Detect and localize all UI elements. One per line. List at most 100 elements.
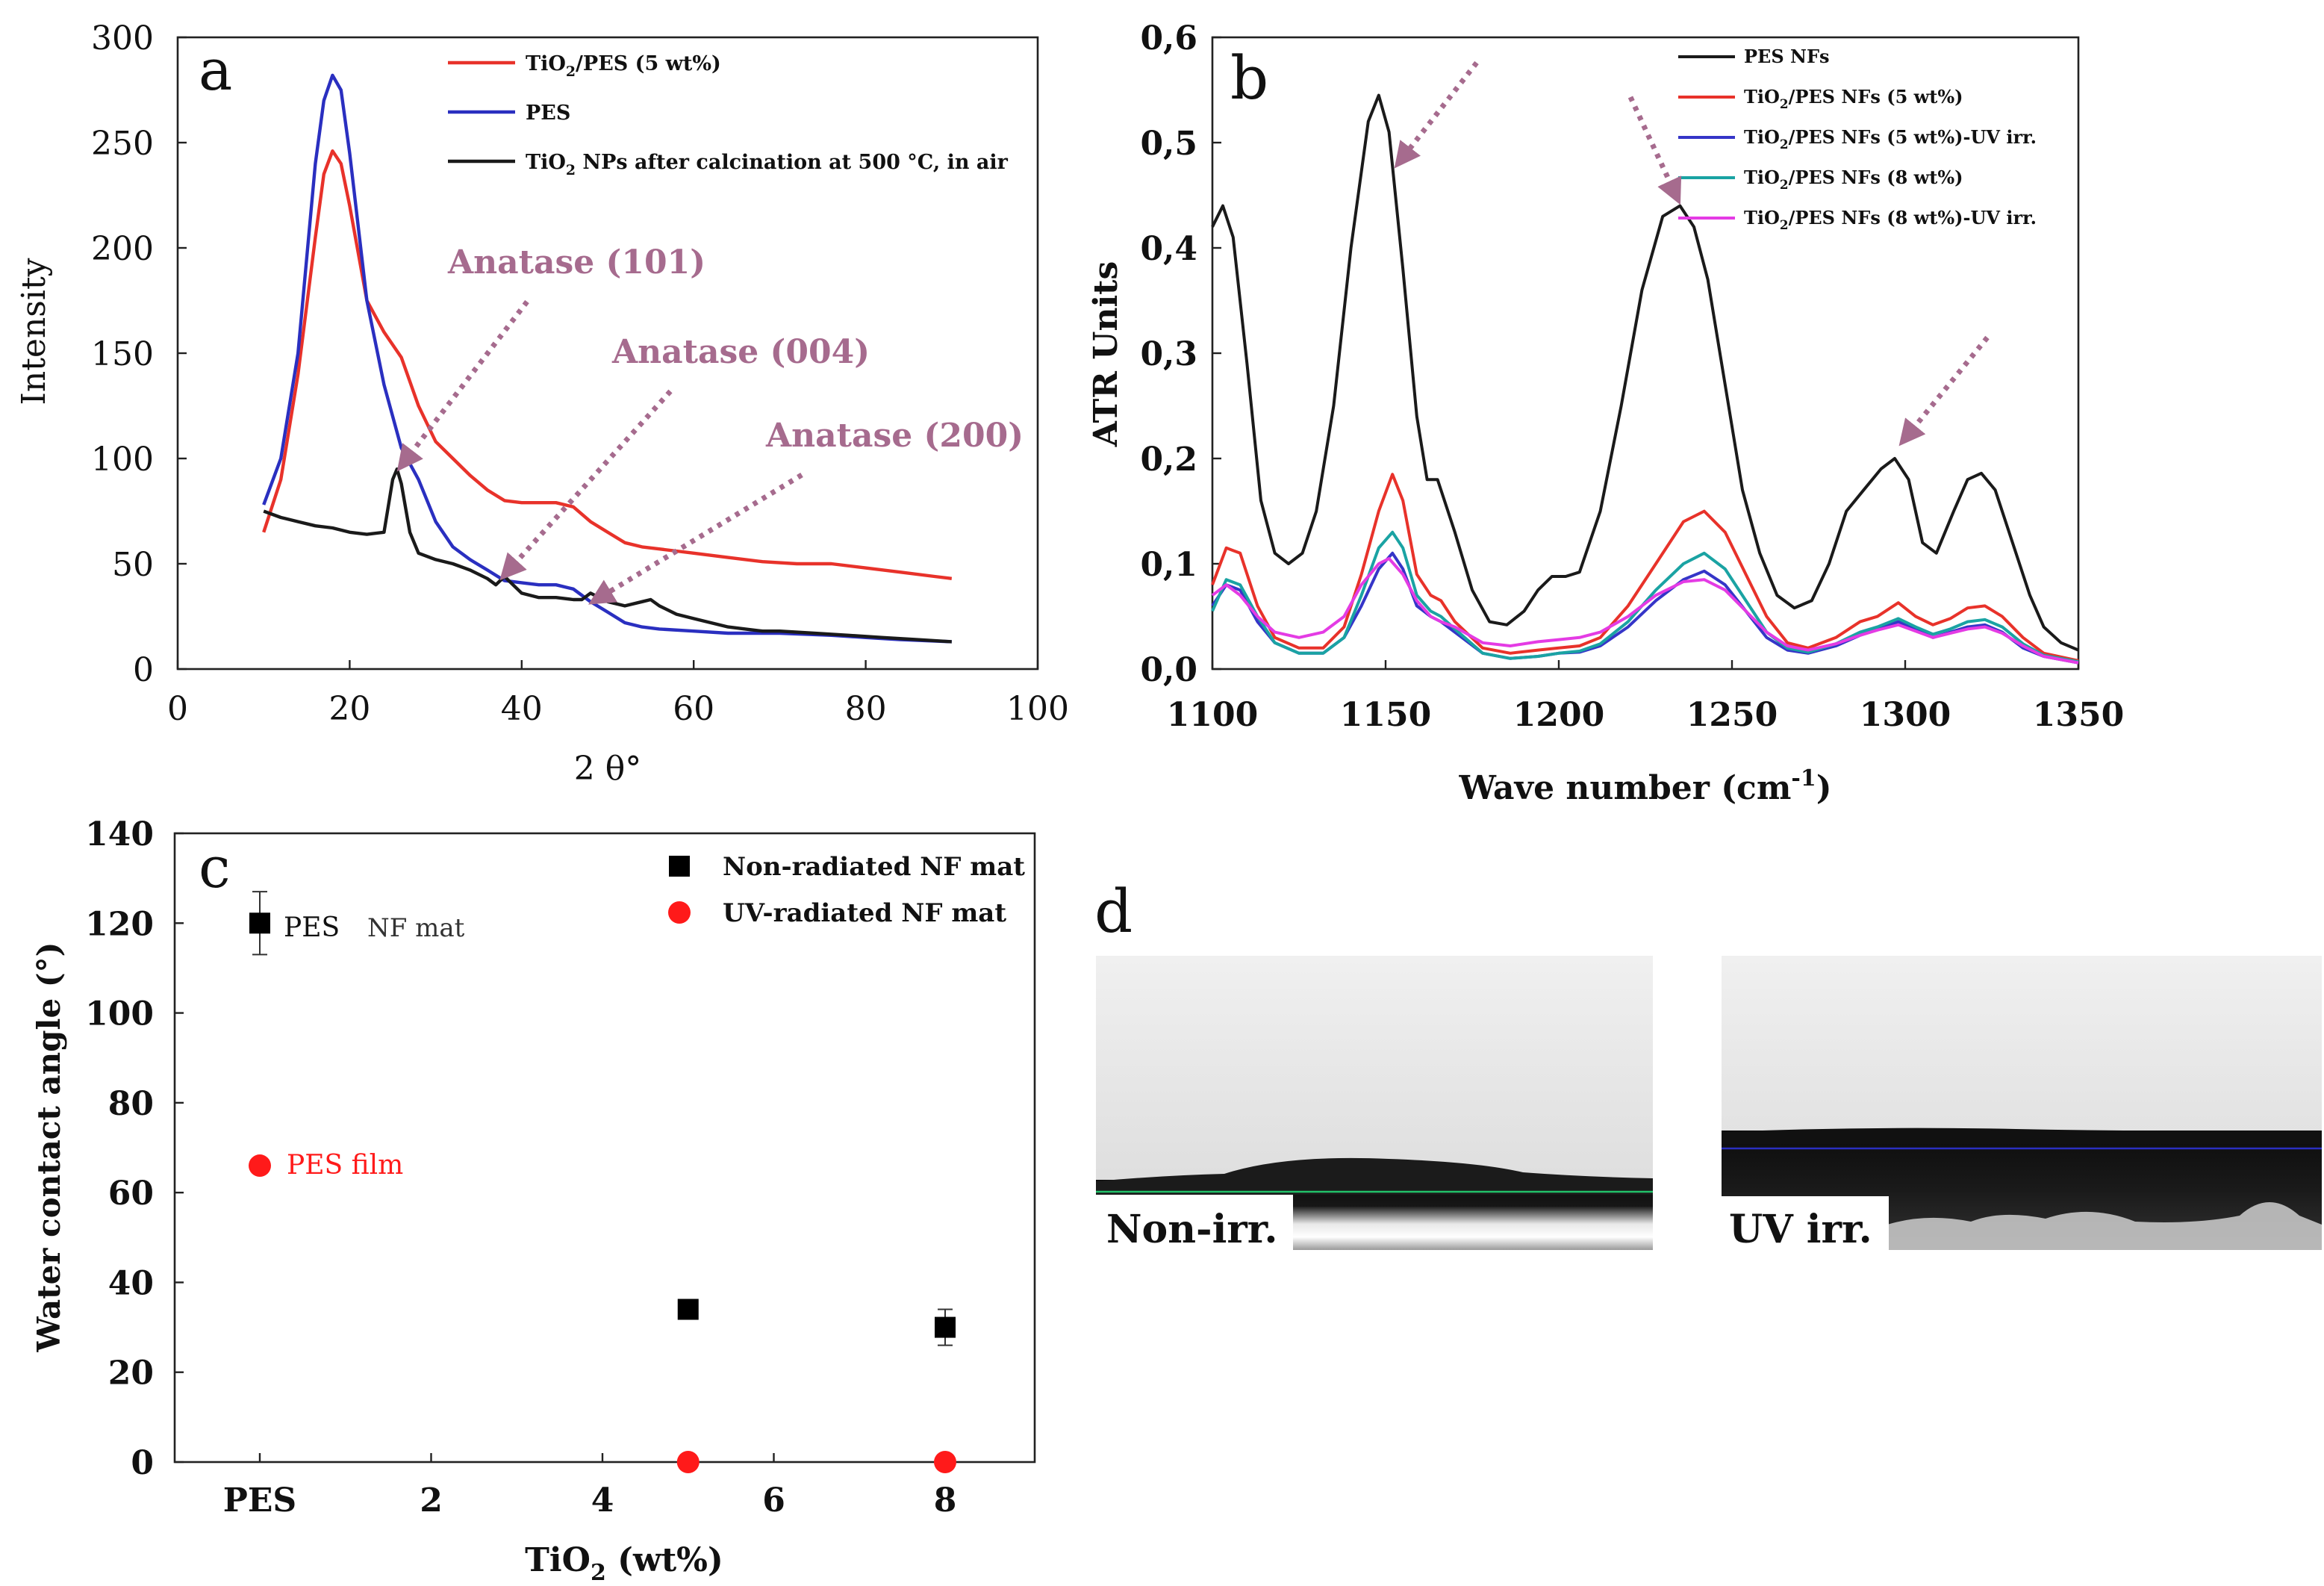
panel-b-ticks: 1100 1150 1200 1250 1300 1350 0,0 0,1 0,2 0,3 0,4 0…: [1140, 19, 2124, 734]
droplet-image-non-irradiated-label: Non-irr.: [1106, 1207, 1277, 1252]
panel-d-droplet-images: d Non-irr. UV irr.: [1094, 877, 2322, 1252]
panel-b-x-tick-label: 1350: [2033, 696, 2124, 734]
panel-b-series-line-2: [1211, 551, 2079, 665]
panel-a-legend-label-0-rest: /PES (5 wt%): [576, 52, 721, 75]
panel-c-legend: Non-radiated NF mat UV-radiated NF mat: [668, 852, 1025, 928]
panel-b-y-axis-label: ATR Units: [1087, 261, 1125, 448]
panel-c-y-tick-label: 40: [108, 1264, 154, 1302]
panel-b-x-tick-label: 1300: [1860, 696, 1951, 734]
panel-b-series-line-4: [1211, 557, 2079, 665]
panel-c-label-nf-mat: NF mat: [367, 913, 465, 943]
panel-a-x-tick-label: 20: [328, 690, 370, 728]
panel-a-x-tick-label: 0: [167, 690, 188, 728]
panel-c-x-tick-label: 6: [762, 1481, 785, 1520]
panel-a-legend-label-1: PES: [526, 102, 570, 125]
panel-c-y-tick-label: 140: [85, 815, 154, 853]
panel-a-annotation-arrow-0: [396, 299, 529, 472]
panel-c-label-pes: PES: [284, 912, 340, 943]
panel-a-y-tick-label: 200: [91, 230, 154, 268]
panel-c-y-tick-label: 20: [108, 1355, 154, 1393]
panel-a-y-tick-label: 50: [112, 546, 154, 584]
panel-b-x-axis-label-main: Wave number (cm: [1458, 769, 1791, 807]
panel-c-point-circle: [676, 1451, 700, 1473]
panel-b-x-tick-label: 1200: [1513, 696, 1604, 734]
panel-d-letter: d: [1094, 877, 1133, 946]
panel-a-letter: a: [199, 37, 232, 103]
panel-a-x-tick-label: 60: [673, 690, 714, 728]
panel-c-label-pes-film: PES film: [287, 1150, 403, 1181]
panel-b-legend-label-1-part: TiO: [1744, 86, 1780, 108]
panel-a-legend: TiO2/PES (5 wt%) PES TiO2 NPs after calcin…: [448, 52, 1009, 178]
panel-a-y-tick-label: 300: [91, 19, 154, 57]
panel-c-legend-label-0: Non-radiated NF mat: [723, 852, 1025, 882]
panel-b-legend-label-4-sub: 2: [1780, 217, 1789, 232]
panel-b-x-axis-label-sup: -1: [1791, 765, 1816, 792]
panel-b-y-tick-label: 0,1: [1140, 546, 1197, 584]
panel-a-annotation-label-1: Anatase (004): [611, 333, 870, 371]
panel-b-legend-label-1-sub: 2: [1780, 96, 1789, 111]
panel-a-x-tick-label: 80: [845, 690, 887, 728]
panel-c-x-tick-label: PES: [223, 1481, 296, 1520]
panel-c-series: [249, 891, 956, 1473]
panel-b-y-tick-label: 0,2: [1140, 441, 1197, 479]
panel-b-x-axis-label: Wave number (cm-1): [1458, 765, 1831, 807]
panel-c-y-tick-label: 100: [85, 995, 154, 1033]
panel-a-series: [262, 73, 953, 644]
panel-b-arrows: [1394, 60, 1990, 447]
panel-b-peak-arrow-2: [1898, 335, 1990, 447]
panel-b-atr-chart: 1100 1150 1200 1250 1300 1350 0,0 0,1 0,2 0,3 0,4 0…: [1087, 19, 2124, 807]
panel-c-point-labels: PES NF mat PES film: [284, 912, 465, 1181]
panel-b-letter: b: [1230, 43, 1268, 113]
panel-a-y-tick-label: 0: [133, 651, 154, 689]
panel-b-x-tick-label: 1100: [1167, 696, 1258, 734]
panel-c-y-tick-label: 120: [85, 905, 154, 943]
panel-c-x-axis-label: TiO2 (wt%): [525, 1541, 723, 1586]
panel-b-legend-label-4-part: TiO: [1744, 207, 1780, 228]
panel-b-legend-label-2-sub: 2: [1780, 137, 1789, 152]
panel-a-ticks: 0 20 40 60 80 100 0 50 100 150 200 250 300: [91, 19, 1069, 728]
panel-c-point-square: [935, 1316, 956, 1338]
panel-b-series-line-1: [1211, 473, 2079, 662]
panel-b-legend-label-4-rest: /PES NFs (8 wt%)-UV irr.: [1789, 207, 2037, 228]
panel-b-legend-label-2-rest: /PES NFs (5 wt%)-UV irr.: [1789, 126, 2037, 148]
panel-a-y-tick-label: 250: [91, 125, 154, 163]
panel-a-annotation-arrow-2: [588, 473, 803, 605]
panel-c-x-tick-label: 4: [591, 1481, 614, 1520]
panel-b-y-tick-label: 0,4: [1140, 230, 1197, 268]
panel-c-x-tick-label: 8: [934, 1481, 957, 1520]
droplet-image-uv-irradiated-label: UV irr.: [1729, 1207, 1872, 1252]
panel-a-annotations: Anatase (101) Anatase (004) Anatase (200): [396, 243, 1024, 605]
panel-b-series: [1211, 93, 2079, 665]
panel-c-y-axis-label: Water contact angle (°): [31, 942, 67, 1352]
panel-c-y-tick-label: 80: [108, 1085, 154, 1123]
panel-a-legend-label-0-sub: 2: [566, 63, 576, 80]
panel-a-series-line-2: [263, 467, 952, 644]
panel-a-legend-label-0-part: TiO: [526, 52, 566, 75]
panel-a-legend-label-2: TiO2 NPs after calcination at 500 °C, in…: [526, 151, 1009, 178]
panel-b-y-tick-label: 0,6: [1140, 19, 1197, 57]
panel-c-x-axis-label-end: (wt%): [606, 1541, 723, 1579]
panel-b-legend-label-3-rest: /PES NFs (8 wt%): [1789, 167, 1963, 188]
panel-a-legend-label-2-rest: NPs after calcination at 500 °C, in air: [576, 151, 1009, 174]
panel-b-y-tick-label: 0,3: [1140, 335, 1197, 373]
panel-a-y-axis-label: Intensity: [15, 258, 53, 405]
panel-a-x-tick-label: 100: [1006, 690, 1069, 728]
panel-c-y-tick-label: 0: [131, 1444, 154, 1482]
panel-a-xrd-chart: 0 20 40 60 80 100 0 50 100 150 200 250 300 a Intensi…: [15, 19, 1069, 788]
panel-b-peak-arrow-1: [1627, 96, 1682, 205]
panel-a-y-tick-label: 100: [91, 441, 154, 479]
panel-c-y-tick-label: 60: [108, 1175, 154, 1213]
panel-c-point-square: [249, 912, 270, 934]
panel-c-plot-frame: [173, 832, 1036, 1464]
panel-a-series-line-1: [262, 73, 952, 644]
panel-b-x-axis-label-end: ): [1816, 769, 1832, 807]
panel-a-annotation-label-0: Anatase (101): [447, 243, 705, 282]
panel-b-peak-arrow-0: [1394, 60, 1479, 169]
panel-b-y-tick-label: 0,0: [1140, 651, 1197, 689]
panel-c-point-circle: [249, 1154, 271, 1178]
droplet-image-uv-irradiated: UV irr.: [1722, 956, 2322, 1252]
panel-b-legend-label-3-part: TiO: [1744, 167, 1780, 188]
